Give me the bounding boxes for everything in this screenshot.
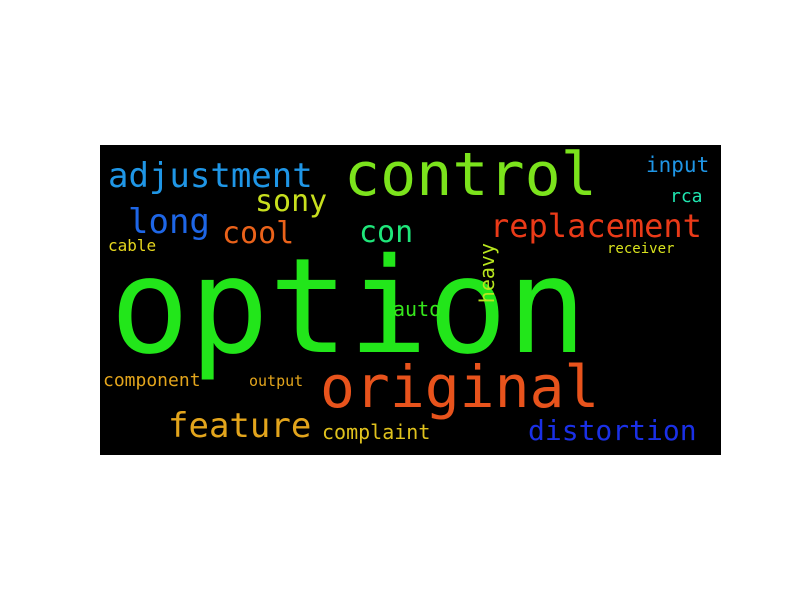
word-distortion: distortion [528, 414, 697, 447]
word-auto: auto [393, 297, 442, 321]
word-sony: sony [255, 184, 328, 219]
word-cloud: option control original adjustment repla… [100, 145, 721, 455]
word-heavy: heavy [475, 243, 499, 304]
word-component: component [103, 370, 201, 391]
word-long: long [128, 202, 210, 242]
word-complaint: complaint [322, 420, 431, 444]
word-output: output [249, 372, 304, 390]
word-replacement: replacement [490, 207, 702, 245]
word-input: input [646, 153, 710, 177]
word-rca: rca [670, 186, 703, 207]
word-original: original [320, 353, 600, 421]
word-adjustment: adjustment [108, 156, 313, 196]
word-option: option [110, 230, 587, 384]
word-feature: feature [168, 406, 312, 446]
word-con: con [359, 215, 414, 250]
word-cool: cool [222, 216, 295, 251]
word-receiver: receiver [607, 241, 675, 257]
word-cable: cable [108, 236, 157, 255]
word-control: control [344, 145, 597, 210]
